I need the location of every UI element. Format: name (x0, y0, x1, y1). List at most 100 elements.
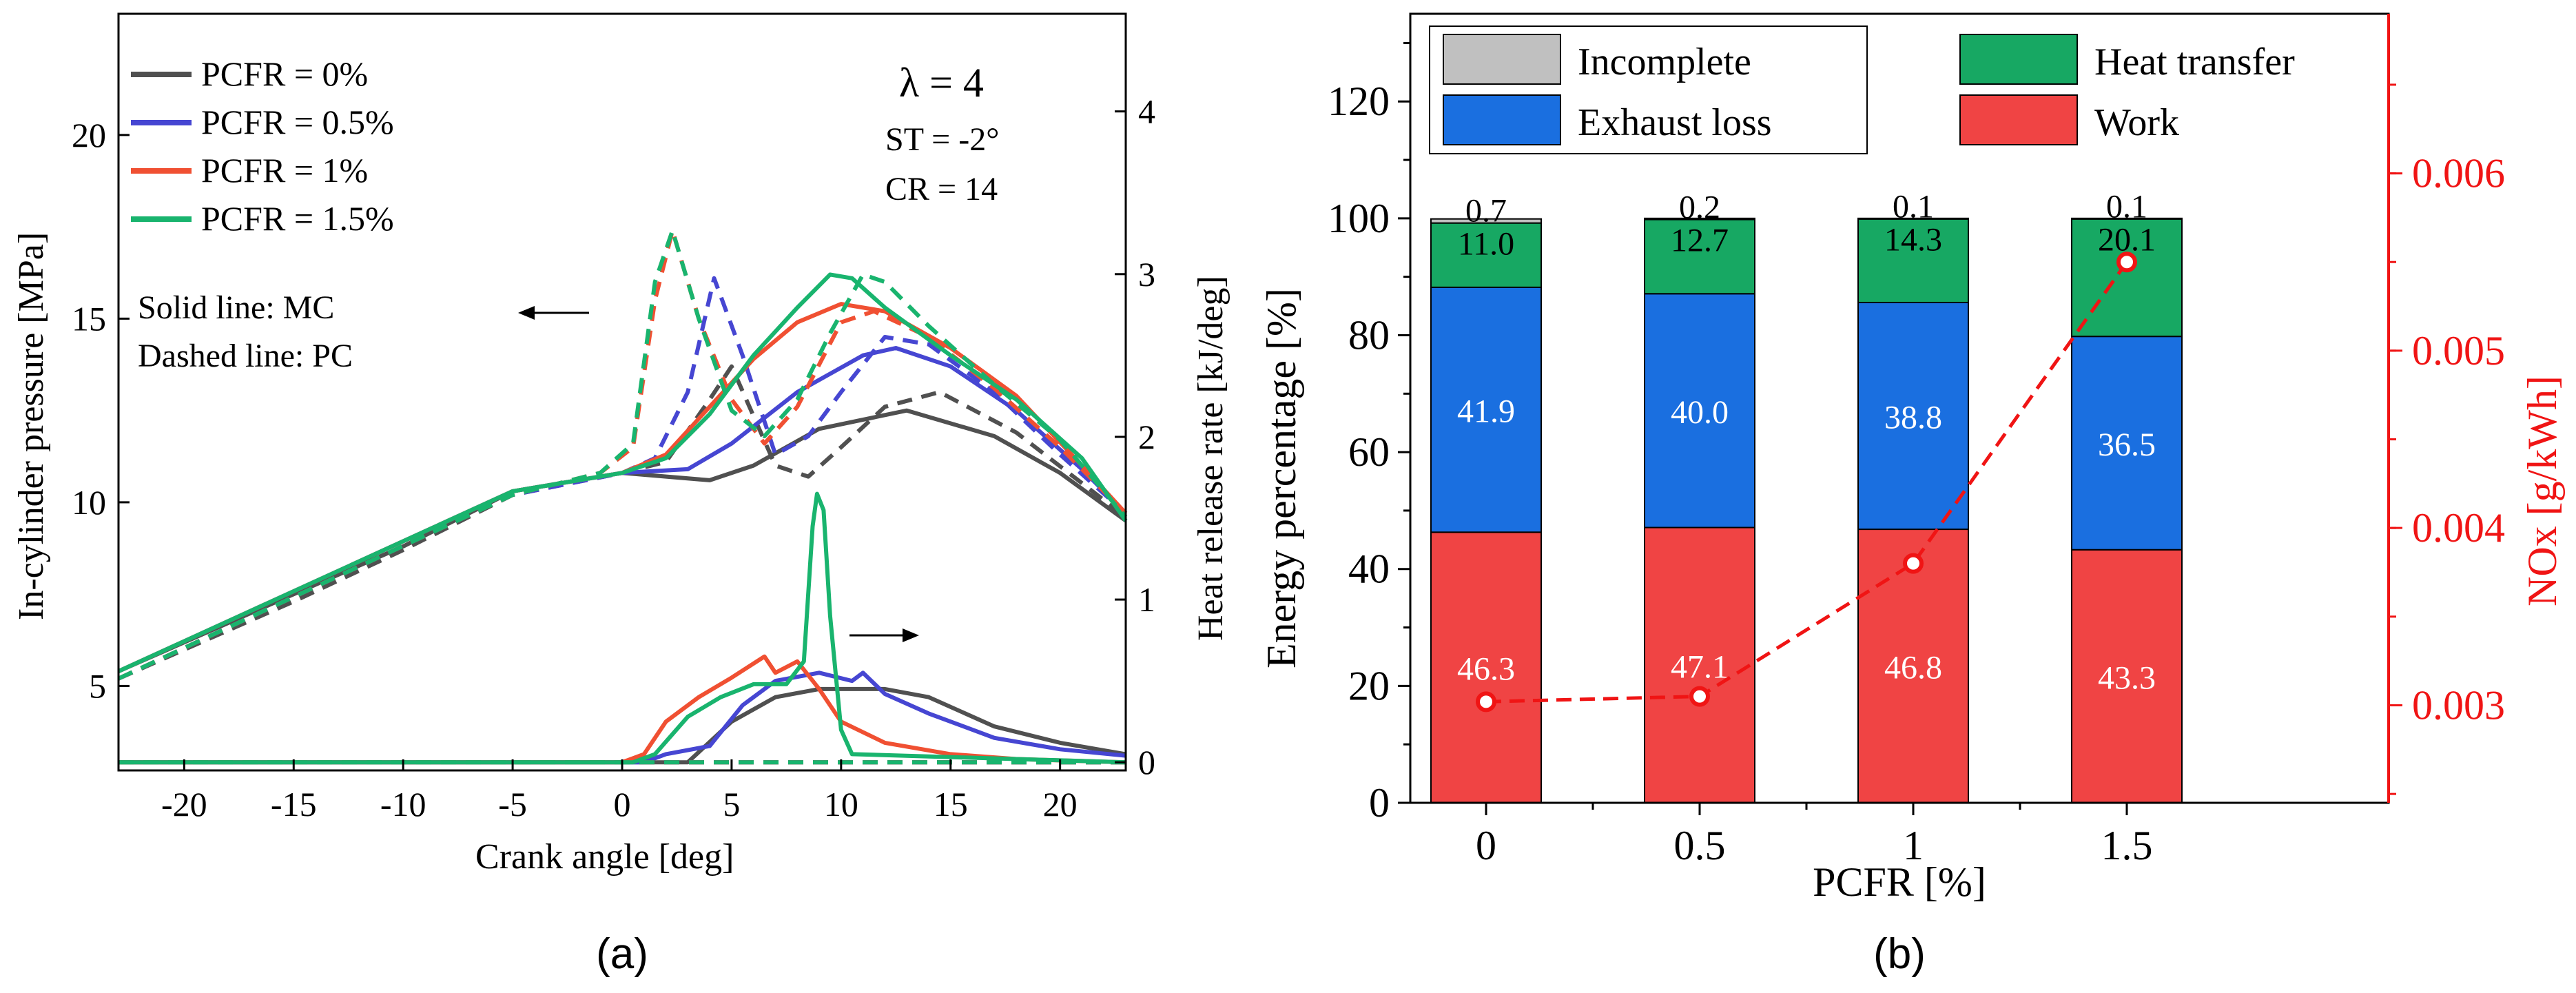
x-tick-label: 0.5 (1674, 823, 1726, 868)
bar-segment-work (1644, 526, 1755, 803)
y-tick-label: 20 (72, 116, 106, 154)
legend-label-pcfr-0: PCFR = 0% (201, 54, 368, 93)
x-tick-label: 5 (723, 785, 740, 823)
bar-label-work: 43.3 (2098, 659, 2156, 696)
series-pcfr-0-hrr-mc (119, 686, 1126, 765)
bar-segment-exhaust-loss (1857, 301, 1969, 531)
panel-b-legend: Incomplete Heat transfer Exhaust loss Wo… (1429, 25, 2295, 154)
panel-a-x-axis: -20 -15 -10 -5 0 5 10 15 20 (161, 759, 1078, 823)
nox-point (1903, 553, 1924, 574)
bar-label-exhaust-loss: 36.5 (2098, 427, 2156, 463)
annotation-cr: CR = 14 (885, 171, 998, 207)
bar-segment-heat-transfer (1430, 222, 1542, 288)
nox-point (1476, 691, 1496, 713)
x-tick-label: -20 (161, 785, 207, 823)
y-tick-label: 80 (1348, 312, 1390, 358)
panel-a-left-y-axis-title: In-cylinder pressure [MPa] (12, 232, 51, 620)
annotation-lambda: λ = 4 (899, 60, 984, 105)
x-tick-label: 0 (1476, 823, 1496, 868)
legend-label-exhaust-loss: Exhaust loss (1578, 101, 1772, 144)
y2-tick-label: 1 (1138, 580, 1155, 619)
bar-label-incomplete: 0.1 (1893, 189, 1934, 225)
bar-label-exhaust-loss: 41.9 (1457, 393, 1515, 430)
legend-label-pcfr-1: PCFR = 1% (201, 151, 368, 190)
series-pcfr-1-hrr-mc (119, 654, 1126, 765)
panel-b-nox-series (1476, 252, 2137, 713)
series-pcfr-1-5-pressure-pc (117, 228, 1128, 681)
x-tick-label: 20 (1043, 785, 1078, 823)
x-tick-label: 10 (824, 785, 858, 823)
x-tick-label: -15 (271, 785, 317, 823)
y-tick-label: 100 (1328, 196, 1390, 241)
panel-b-label: (b) (1873, 930, 1926, 978)
panel-b-left-y-axis-title: Energy percentage [%] (1259, 288, 1304, 668)
panel-b-right-y-axis-title: NOx [g/kWh] (2520, 376, 2565, 606)
panel-a-legend: PCFR = 0% PCFR = 0.5% PCFR = 1% PCFR = 1… (131, 54, 394, 238)
bar-label-exhaust-loss: 38.8 (1884, 400, 1942, 436)
bar-segment-heat-transfer (1644, 218, 1755, 295)
arrow-left-axis-indicator (518, 306, 589, 320)
panel-a-right-y-axis: 0 1 2 3 4 (1115, 92, 1155, 781)
legend-swatch-work (1959, 94, 2078, 145)
x-tick-label: 0 (614, 785, 631, 823)
legend-swatch-exhaust-loss (1443, 94, 1561, 145)
panel-a-label: (a) (596, 930, 648, 978)
panel-b-x-axis-title: PCFR [%] (1813, 859, 1986, 905)
nox-line (1485, 260, 2129, 704)
annotation-dashed-line: Dashed line: PC (138, 338, 353, 374)
bar-segment-work (2071, 549, 2183, 803)
x-tick-label: -5 (498, 785, 527, 823)
panel-a-x-axis-title: Crank angle [deg] (475, 837, 734, 877)
series-pcfr-0-pressure-mc (117, 408, 1127, 673)
y-tick-label: 40 (1348, 546, 1390, 592)
bar-segment-incomplete (1857, 217, 1969, 220)
y-tick-label: 10 (72, 483, 106, 522)
y-tick-label: 20 (1348, 663, 1390, 708)
y2-tick-label: 3 (1138, 255, 1155, 294)
bar-label-work: 46.8 (1884, 650, 1942, 686)
x-tick-label: 1 (1903, 823, 1924, 868)
series-pcfr-0-pressure-pc (117, 364, 1127, 681)
y-tick-label: 5 (89, 666, 106, 705)
series-pcfr-1-5-hrr-mc (119, 491, 1126, 765)
y-tick-label: 0 (1369, 780, 1390, 826)
nox-point (1689, 686, 1710, 707)
y2-tick-label: 0.004 (2412, 505, 2505, 551)
panel-a-pressure-hrr-chart: -20 -15 -10 -5 0 5 10 15 20 5 10 15 20 0 1 2 3 4 PCFR =… (12, 12, 1230, 978)
panel-a-left-y-axis: 5 10 15 20 (72, 116, 130, 705)
series-pcfr-1-5-pressure-mc (117, 272, 1128, 673)
bar-label-incomplete: 0.2 (1679, 190, 1720, 226)
series-pcfr-0-5-pressure-mc (117, 346, 1128, 673)
panel-b-energy-balance-chart: 46.3 41.9 11.00.7 47.1 40.0 12.70.2 46.8 38.8 1 4… (1259, 12, 2565, 978)
bar-segment-incomplete (1644, 217, 1755, 221)
y-tick-label: 60 (1348, 429, 1390, 475)
panel-b-x-axis: 0 0.5 1 1.5 (1476, 803, 2153, 868)
bar-segment-work (1857, 529, 1969, 803)
annotation-st: ST = -2° (885, 121, 999, 158)
x-tick-label: 15 (934, 785, 968, 823)
bar-label-work: 46.3 (1457, 651, 1515, 688)
panel-b-right-y-axis: 0.003 0.004 0.005 0.006 (2387, 14, 2505, 803)
y2-tick-label: 4 (1138, 92, 1155, 131)
bar-label-heat-transfer: 12.7 (1671, 223, 1729, 259)
legend-label-pcfr-0-5: PCFR = 0.5% (201, 103, 394, 141)
y2-tick-label: 0.005 (2412, 328, 2505, 373)
bar-segment-work (1430, 531, 1542, 804)
bar-label-incomplete: 0.7 (1465, 193, 1507, 229)
annotation-solid-line: Solid line: MC (138, 289, 334, 326)
bar-label-work: 47.1 (1671, 648, 1729, 685)
arrow-right-axis-indicator (849, 628, 919, 642)
y-tick-label: 120 (1328, 79, 1390, 124)
bar-label-exhaust-loss: 40.0 (1671, 394, 1729, 431)
bar-segment-exhaust-loss (1430, 286, 1542, 533)
bar-segment-exhaust-loss (1644, 293, 1755, 529)
x-tick-label: 1.5 (2101, 823, 2153, 868)
y2-tick-label: 0 (1138, 743, 1155, 781)
y2-tick-label: 0.003 (2412, 682, 2505, 728)
bar-label-heat-transfer: 11.0 (1458, 226, 1514, 263)
y2-tick-label: 2 (1138, 418, 1155, 456)
x-tick-label: -10 (380, 785, 426, 823)
panel-b-left-y-axis: 0 20 40 60 80 100 120 (1328, 41, 1410, 826)
legend-swatch-incomplete (1443, 34, 1561, 85)
